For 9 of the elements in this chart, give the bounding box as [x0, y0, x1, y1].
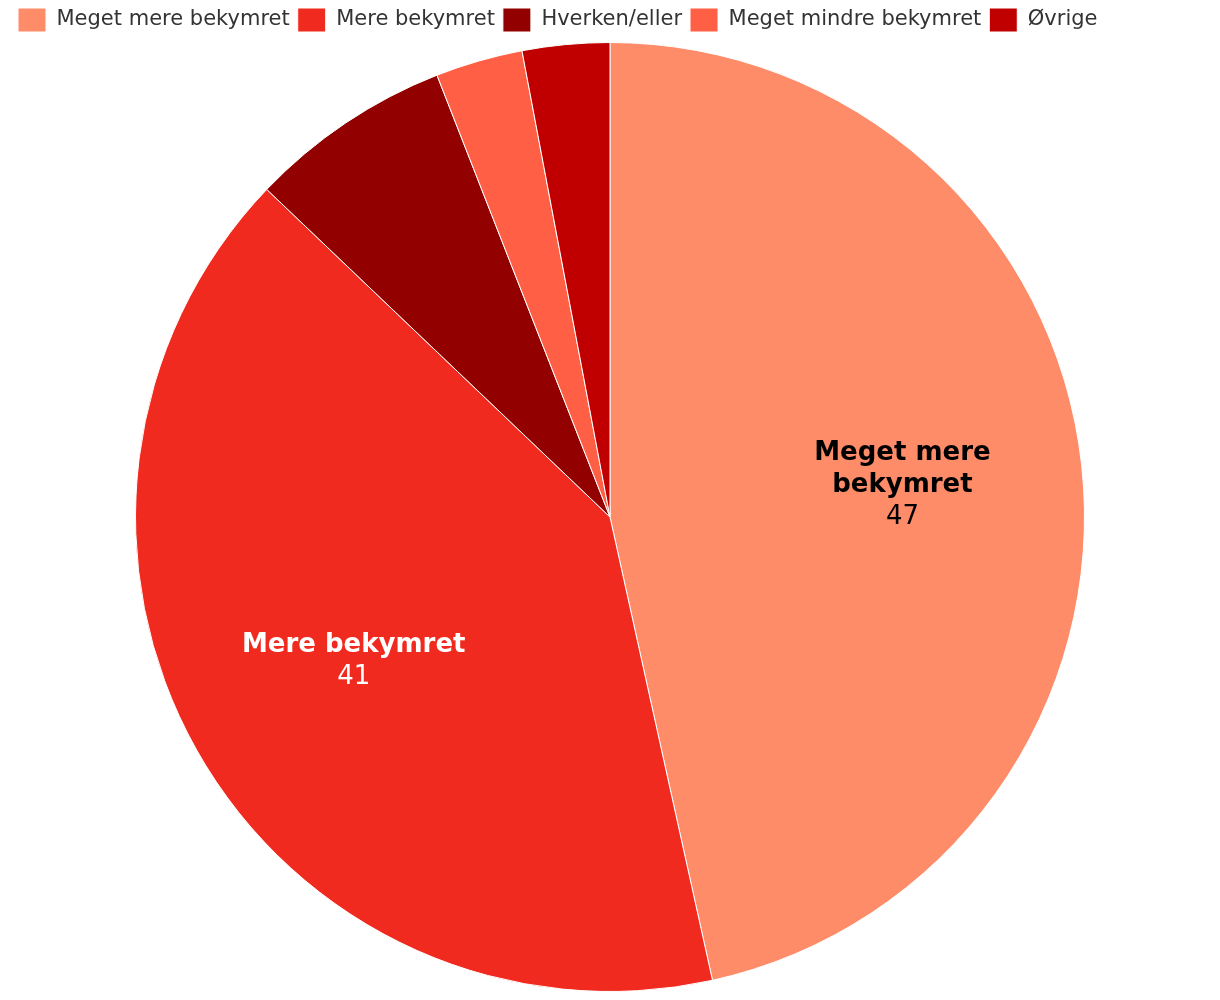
data-label: 47: [885, 499, 919, 530]
slice-label: Meget mere bekymret: [814, 435, 991, 498]
legend-label: Meget mere bekymret: [56, 6, 290, 31]
legend-label: Meget mindre bekymret: [728, 6, 982, 31]
legend-label: Mere bekymret: [336, 6, 495, 31]
legend-label: Øvrige: [1027, 6, 1098, 31]
slice-label: Mere bekymret: [241, 628, 466, 659]
legend-label: Hverken/eller: [541, 6, 683, 31]
data-label: 41: [337, 660, 371, 691]
